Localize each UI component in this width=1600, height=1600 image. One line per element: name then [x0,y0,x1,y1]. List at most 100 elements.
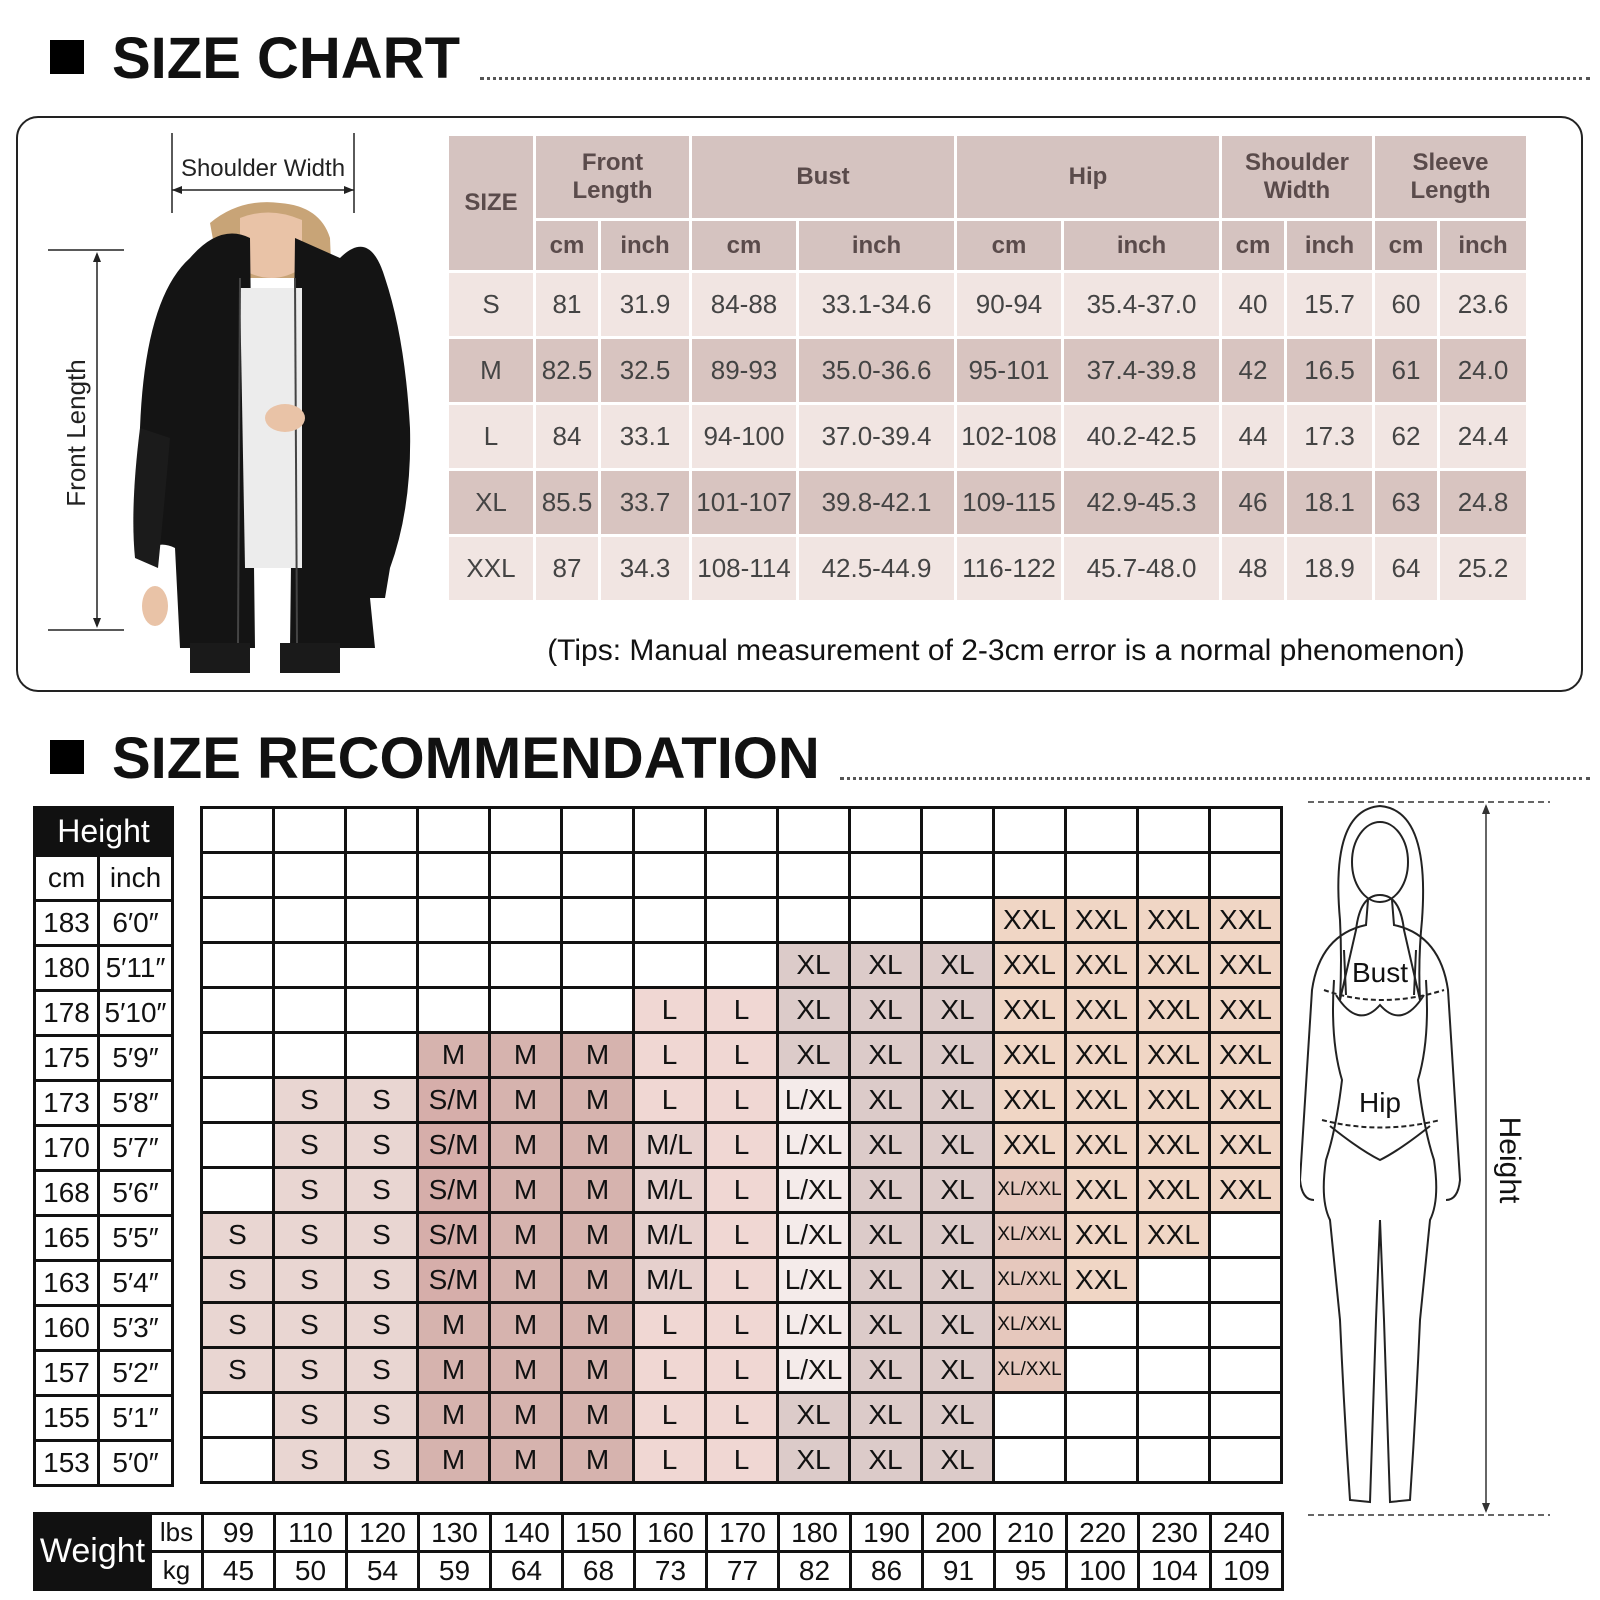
size-recommendation-cell: L/XL [776,1346,851,1394]
size-recommendation-cell [704,896,779,944]
size-recommendation-cell [344,941,419,989]
size-recommendation-cell: L [704,1436,779,1484]
size-recommendation-cell: M [560,1211,635,1259]
grid-row: L L XL XL XL XXL XXL XXL XXL [200,986,1283,1034]
size-recommendation-cell: L [704,986,779,1034]
sleeve-length-header: Sleeve Length [1375,136,1526,218]
size-recommendation-cell: M [488,1301,563,1349]
measurement-cell: 45.7-48.0 [1064,537,1219,600]
height-row: 163 5′4″ [33,1259,174,1307]
size-recommendation-cell: XL/XXL [992,1166,1067,1214]
measurement-cell: 25.2 [1440,537,1526,600]
size-recommendation-cell: M [488,1031,563,1079]
size-recommendation-cell [1208,851,1283,899]
size-recommendation-cell [488,941,563,989]
size-recommendation-cell [1064,1301,1139,1349]
measurement-cell: 94-100 [692,405,796,468]
height-inch-cell: 5′3″ [97,1304,174,1352]
size-recommendation-cell [632,896,707,944]
size-recommendation-cell: XL [920,1256,995,1304]
size-recommendation-cell: M [560,1076,635,1124]
weight-lbs-cell: 190 [849,1512,924,1553]
size-recommendation-cell: XXL [1064,1031,1139,1079]
height-inch-cell: 5′11″ [97,944,174,992]
size-recommendation-cell [1208,1436,1283,1484]
size-recommendation-cell: XL [776,1391,851,1439]
size-recommendation-cell: S [272,1391,347,1439]
size-recommendation-cell: XL [920,1301,995,1349]
size-recommendation-cell [776,806,851,854]
size-recommendation-cell: M [560,1166,635,1214]
height-inch-cell: 6′0″ [97,899,174,947]
size-recommendation-cell [1208,1391,1283,1439]
size-recommendation-cell [1064,806,1139,854]
size-recommendation-cell [200,1076,275,1124]
size-recommendation-cell: S [200,1301,275,1349]
size-recommendation-cell: XL [848,1346,923,1394]
size-row: S 81 31.9 84-88 33.1-34.6 90-94 35.4-37.0 40 15.… [449,273,1526,336]
grid-row: S S M M M L L XL XL XL [200,1436,1283,1484]
size-recommendation-cell [632,806,707,854]
size-recommendation-cell [200,1121,275,1169]
size-recommendation-cell: M [560,1436,635,1484]
height-inch-cell: 5′6″ [97,1169,174,1217]
measurement-cell: 17.3 [1287,405,1372,468]
size-recommendation-cell [344,896,419,944]
size-recommendation-cell: XXL [1136,1076,1211,1124]
size-recommendation-cell: XXL [1136,1166,1211,1214]
unit-header: cm [957,221,1061,270]
measurement-cell: 95-101 [957,339,1061,402]
size-recommendation-cell: XXL [1136,986,1211,1034]
weight-lbs-cell: 240 [1209,1512,1284,1553]
size-recommendation-cell [200,1031,275,1079]
unit-header: inch [799,221,954,270]
size-recommendation-cell: S [344,1121,419,1169]
unit-header: inch [1440,221,1526,270]
size-recommendation-cell [416,896,491,944]
size-recommendation-cell [272,851,347,899]
size-recommendation-cell [992,1436,1067,1484]
size-recommendation-cell: L [632,1076,707,1124]
size-recommendation-cell: M [560,1346,635,1394]
size-recommendation-cell [1208,1256,1283,1304]
size-recommendation-cell: L/XL [776,1166,851,1214]
size-recommendation-cell [920,851,995,899]
size-recommendation-cell [416,806,491,854]
front-length-header-line2: Length [572,177,653,204]
weight-kg-cell: 100 [1065,1550,1140,1591]
size-recommendation-cell [416,986,491,1034]
size-recommendation-cell [1136,1256,1211,1304]
size-recommendation-cell [272,1031,347,1079]
shoulder-width-header-line1: Shoulder [1244,149,1349,176]
size-recommendation-cell [1136,1346,1211,1394]
body-outline-illustration: Height Bust Hip [1300,801,1550,1516]
size-row: XL 85.5 33.7 101-107 39.8-42.1 109-115 42.9-45… [449,471,1526,534]
size-recommendation-cell [272,806,347,854]
unit-header: cm [1222,221,1284,270]
size-recommendation-cell: XXL [992,896,1067,944]
grid-row [200,851,1283,899]
weight-kg-cell: 73 [633,1550,708,1591]
measurement-cell: 102-108 [957,405,1061,468]
size-recommendation-cell: S [344,1256,419,1304]
measurement-cell: 40 [1222,273,1284,336]
weight-lbs-cell: 170 [705,1512,780,1553]
measurement-cell: 18.1 [1287,471,1372,534]
size-recommendation-cell [416,941,491,989]
grid-row: S S S S/M M M M/L L L/XL XL XL XL/XXL XXL XXL [200,1211,1283,1259]
size-recommendation-cell: S [344,1166,419,1214]
size-recommendation-cell: XXL [1136,1031,1211,1079]
measurement-cell: 85.5 [536,471,598,534]
measurement-cell: 62 [1375,405,1437,468]
size-recommendation-cell [560,941,635,989]
size-recommendation-cell: M/L [632,1256,707,1304]
weight-unit-kg: kg [149,1550,204,1591]
size-recommendation-cell [560,806,635,854]
measurement-cell: 23.6 [1440,273,1526,336]
size-chart-title: SIZE CHART [112,26,460,91]
size-recommendation-cell: S [272,1166,347,1214]
weight-lbs-cell: 210 [993,1512,1068,1553]
size-recommendation-cell: XL [776,941,851,989]
measurement-cell: 34.3 [601,537,689,600]
size-recommendation-cell [1064,1346,1139,1394]
